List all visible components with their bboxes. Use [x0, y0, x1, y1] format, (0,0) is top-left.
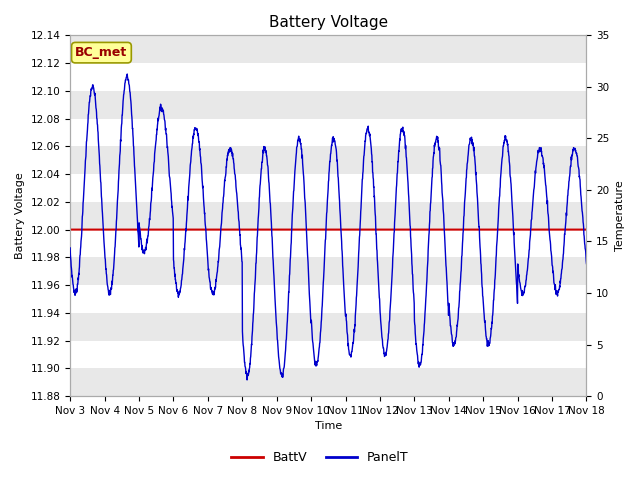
- Bar: [70, 368, 586, 396]
- Bar: [70, 91, 586, 119]
- Text: BC_met: BC_met: [76, 46, 127, 59]
- Bar: [70, 146, 586, 174]
- Bar: [70, 313, 586, 341]
- Title: Battery Voltage: Battery Voltage: [269, 15, 388, 30]
- Y-axis label: Temperature: Temperature: [615, 180, 625, 251]
- Y-axis label: Battery Voltage: Battery Voltage: [15, 172, 25, 259]
- Bar: [70, 36, 586, 63]
- Bar: [70, 202, 586, 229]
- Bar: [70, 257, 586, 285]
- Legend: BattV, PanelT: BattV, PanelT: [227, 446, 413, 469]
- X-axis label: Time: Time: [315, 421, 342, 432]
